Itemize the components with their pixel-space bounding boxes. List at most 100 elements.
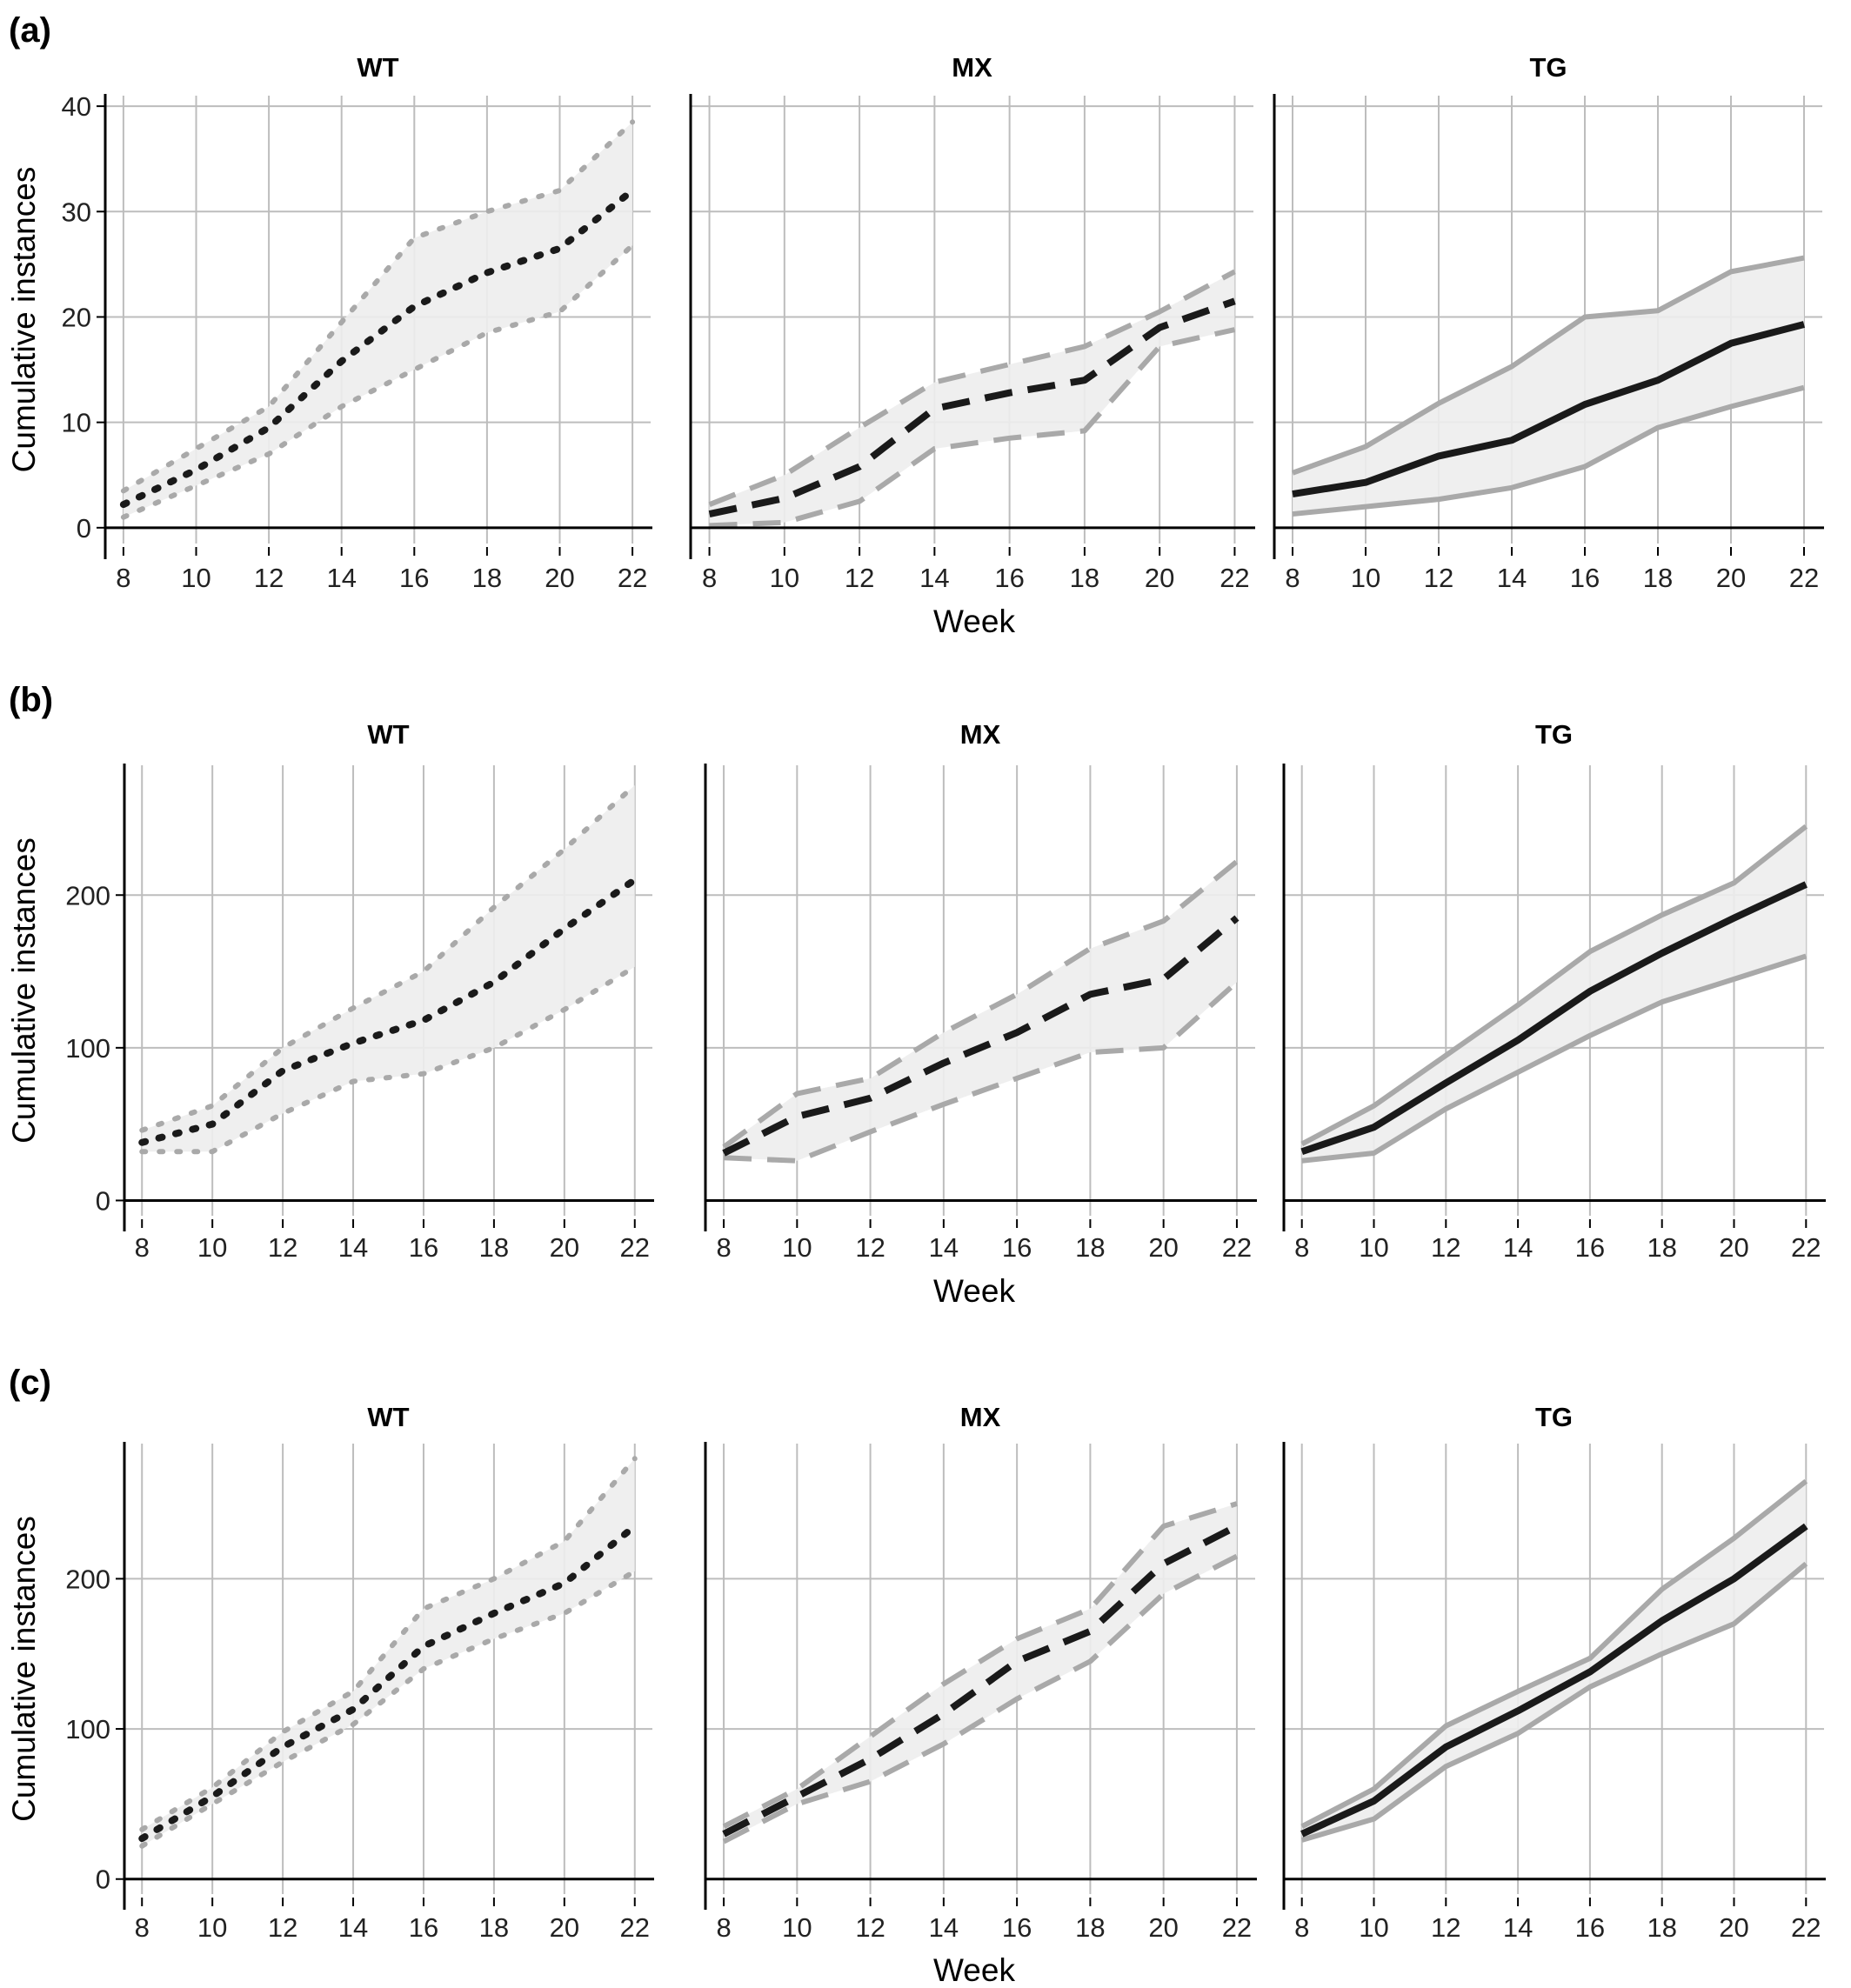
x-tick-label: 8 — [1285, 563, 1300, 593]
x-tick-label: 10 — [1359, 1232, 1388, 1263]
lower-bound-line — [722, 1553, 1239, 1845]
x-tick-label: 20 — [550, 1912, 579, 1943]
x-tick-label: 14 — [1503, 1912, 1533, 1943]
facet-title: WT — [367, 719, 409, 750]
y-tick-label: 0 — [96, 1865, 110, 1895]
x-tick-label: 16 — [1575, 1912, 1605, 1943]
facet-tg: TG 8 10 12 14 16 18 20 22 — [1282, 719, 1826, 1263]
y-tick-label: 200 — [65, 880, 110, 911]
x-tick-label: 14 — [929, 1232, 959, 1263]
x-tick-label: 12 — [845, 563, 874, 593]
x-tick-label: 10 — [197, 1232, 227, 1263]
x-tick-label: 16 — [1002, 1232, 1032, 1263]
panel-label: (a) — [9, 11, 51, 50]
facet-title: WT — [357, 52, 398, 83]
mean-line — [1300, 1523, 1808, 1838]
x-tick-label: 14 — [338, 1232, 368, 1263]
upper-bound-line — [708, 269, 1236, 507]
facet-tg: TG 8 10 12 14 16 18 20 22 — [1273, 52, 1824, 593]
x-tick-label: 8 — [702, 563, 717, 593]
chart-panel-b: (b) WT 8 10 12 14 16 18 20 22 0 100 200 MX 8 10 12 14 16 18… — [6, 681, 1826, 1309]
upper-bound-line — [722, 1501, 1238, 1829]
x-tick-label: 20 — [545, 563, 574, 593]
x-tick-label: 20 — [1148, 1232, 1178, 1263]
x-tick-label: 18 — [1643, 563, 1673, 593]
x-axis-title: Week — [933, 1273, 1015, 1309]
x-tick-label: 18 — [1075, 1912, 1105, 1943]
upper-bound-line — [722, 859, 1239, 1150]
facet-title: TG — [1535, 719, 1573, 750]
x-tick-label: 18 — [479, 1232, 509, 1263]
x-tick-label: 14 — [1497, 563, 1527, 593]
y-tick-label: 30 — [62, 197, 91, 227]
lower-bound-line — [1301, 953, 1808, 1164]
x-tick-label: 20 — [1148, 1912, 1178, 1943]
mean-line — [708, 297, 1236, 517]
x-tick-label: 22 — [1789, 563, 1819, 593]
y-tick-label: 40 — [62, 91, 91, 122]
confidence-ribbon — [709, 271, 1235, 526]
facet-mx: MX 8 10 12 14 16 18 20 22 — [704, 1402, 1257, 1943]
x-tick-label: 8 — [135, 1232, 150, 1263]
x-axis-title: Week — [933, 1952, 1015, 1988]
mean-line — [138, 1522, 638, 1843]
y-tick-label: 20 — [62, 302, 91, 332]
mean-line — [722, 915, 1240, 1157]
confidence-ribbon — [123, 122, 633, 517]
upper-bound-line — [1300, 1478, 1808, 1829]
x-tick-label: 16 — [1570, 563, 1600, 593]
chart-panel-a: (a) WT 8 10 12 14 16 18 20 22 0 10 20 30 40 MX 8 10 12 14 16… — [6, 11, 1824, 639]
facet-title: WT — [367, 1402, 409, 1432]
lower-bound-line — [139, 1568, 638, 1849]
y-tick-label: 0 — [77, 513, 91, 544]
y-axis-title: Cumulative instances — [6, 167, 42, 473]
facet-title: MX — [960, 1402, 1001, 1432]
x-tick-label: 8 — [1294, 1912, 1309, 1943]
x-tick-label: 22 — [1791, 1912, 1821, 1943]
x-axis-title: Week — [933, 604, 1015, 639]
x-tick-label: 10 — [770, 563, 799, 593]
panel-label: (c) — [9, 1364, 51, 1402]
y-tick-label: 10 — [62, 408, 91, 438]
confidence-ribbon — [1301, 826, 1807, 1161]
y-axis-title: Cumulative instances — [6, 837, 42, 1144]
x-tick-label: 20 — [1719, 1232, 1748, 1263]
confidence-ribbon — [142, 1458, 635, 1846]
x-tick-label: 22 — [620, 1232, 650, 1263]
lower-bound-line — [139, 964, 638, 1155]
upper-bound-line — [1300, 824, 1808, 1147]
x-tick-label: 12 — [1431, 1912, 1460, 1943]
x-tick-label: 20 — [1719, 1912, 1748, 1943]
panel-label: (b) — [9, 681, 53, 719]
x-tick-label: 18 — [1070, 563, 1099, 593]
x-tick-label: 16 — [994, 563, 1024, 593]
x-tick-label: 22 — [618, 563, 647, 593]
x-tick-label: 14 — [919, 563, 949, 593]
x-tick-label: 12 — [855, 1912, 885, 1943]
upper-bound-line — [120, 119, 636, 494]
x-tick-label: 10 — [1351, 563, 1380, 593]
facet-mx: MX 8 10 12 14 16 18 20 22 — [689, 52, 1255, 593]
x-tick-label: 22 — [1791, 1232, 1821, 1263]
upper-bound-line — [139, 782, 638, 1133]
x-tick-label: 20 — [1145, 563, 1174, 593]
y-tick-label: 100 — [65, 1714, 110, 1745]
x-tick-label: 14 — [1503, 1232, 1533, 1263]
mean-line — [1292, 321, 1806, 497]
x-tick-label: 8 — [116, 563, 130, 593]
x-tick-label: 12 — [1431, 1232, 1460, 1263]
lower-bound-line — [709, 327, 1236, 529]
mean-line — [1300, 881, 1808, 1156]
x-tick-label: 10 — [782, 1912, 812, 1943]
x-tick-label: 12 — [1424, 563, 1453, 593]
x-tick-label: 8 — [716, 1232, 731, 1263]
x-tick-label: 10 — [1359, 1912, 1388, 1943]
x-tick-label: 20 — [1716, 563, 1746, 593]
x-tick-label: 10 — [181, 563, 210, 593]
confidence-ribbon — [1293, 257, 1804, 515]
x-tick-label: 22 — [1220, 563, 1249, 593]
x-tick-label: 8 — [716, 1912, 731, 1943]
facet-title: TG — [1535, 1402, 1573, 1432]
mean-line — [138, 876, 638, 1146]
